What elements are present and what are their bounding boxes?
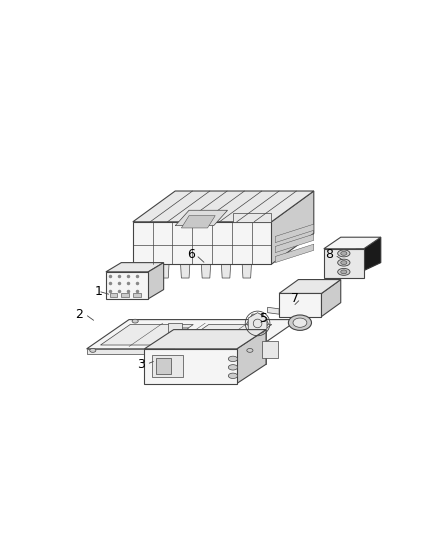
Polygon shape bbox=[201, 264, 211, 278]
Ellipse shape bbox=[341, 270, 347, 274]
Bar bbox=[121, 293, 129, 297]
Polygon shape bbox=[262, 341, 278, 358]
Polygon shape bbox=[133, 191, 314, 222]
Ellipse shape bbox=[341, 261, 347, 264]
Text: 3: 3 bbox=[137, 358, 145, 371]
Polygon shape bbox=[276, 224, 314, 243]
Polygon shape bbox=[168, 328, 188, 340]
Polygon shape bbox=[233, 213, 272, 222]
Polygon shape bbox=[180, 264, 190, 278]
Polygon shape bbox=[324, 249, 364, 278]
Text: 6: 6 bbox=[187, 248, 194, 261]
Bar bbox=[110, 293, 117, 297]
Text: 1: 1 bbox=[94, 285, 102, 297]
Polygon shape bbox=[160, 264, 169, 278]
Polygon shape bbox=[152, 355, 183, 377]
Polygon shape bbox=[272, 191, 314, 264]
Polygon shape bbox=[237, 329, 266, 384]
Ellipse shape bbox=[341, 252, 347, 255]
Ellipse shape bbox=[247, 349, 253, 352]
Polygon shape bbox=[106, 263, 164, 272]
Polygon shape bbox=[106, 272, 148, 299]
Polygon shape bbox=[145, 349, 237, 384]
Polygon shape bbox=[87, 349, 256, 354]
Ellipse shape bbox=[132, 319, 138, 323]
Polygon shape bbox=[168, 322, 182, 340]
Polygon shape bbox=[140, 264, 149, 278]
Ellipse shape bbox=[338, 250, 350, 257]
Polygon shape bbox=[100, 325, 193, 345]
Polygon shape bbox=[279, 280, 341, 294]
Ellipse shape bbox=[338, 269, 350, 276]
Polygon shape bbox=[276, 234, 314, 253]
Polygon shape bbox=[321, 280, 341, 317]
Ellipse shape bbox=[288, 315, 311, 330]
Text: 8: 8 bbox=[325, 248, 333, 261]
Polygon shape bbox=[276, 244, 314, 263]
Polygon shape bbox=[175, 210, 228, 225]
Polygon shape bbox=[221, 264, 231, 278]
Ellipse shape bbox=[228, 365, 237, 370]
Polygon shape bbox=[179, 325, 272, 345]
Polygon shape bbox=[145, 329, 266, 349]
Polygon shape bbox=[156, 358, 171, 374]
Ellipse shape bbox=[338, 259, 350, 266]
Polygon shape bbox=[268, 308, 279, 314]
Ellipse shape bbox=[293, 318, 307, 327]
Ellipse shape bbox=[90, 349, 96, 352]
Ellipse shape bbox=[253, 319, 262, 328]
Text: 7: 7 bbox=[290, 292, 299, 305]
Text: 2: 2 bbox=[75, 308, 83, 321]
Polygon shape bbox=[324, 237, 381, 249]
Polygon shape bbox=[181, 216, 215, 228]
Ellipse shape bbox=[228, 373, 237, 378]
Text: 5: 5 bbox=[260, 312, 268, 325]
Ellipse shape bbox=[228, 356, 237, 361]
Polygon shape bbox=[87, 320, 298, 349]
Polygon shape bbox=[148, 263, 164, 299]
Polygon shape bbox=[248, 313, 267, 334]
Bar bbox=[133, 293, 141, 297]
Polygon shape bbox=[242, 264, 251, 278]
Polygon shape bbox=[247, 314, 268, 333]
Polygon shape bbox=[133, 222, 272, 264]
Polygon shape bbox=[279, 294, 321, 317]
Polygon shape bbox=[356, 237, 381, 274]
Polygon shape bbox=[173, 329, 266, 364]
